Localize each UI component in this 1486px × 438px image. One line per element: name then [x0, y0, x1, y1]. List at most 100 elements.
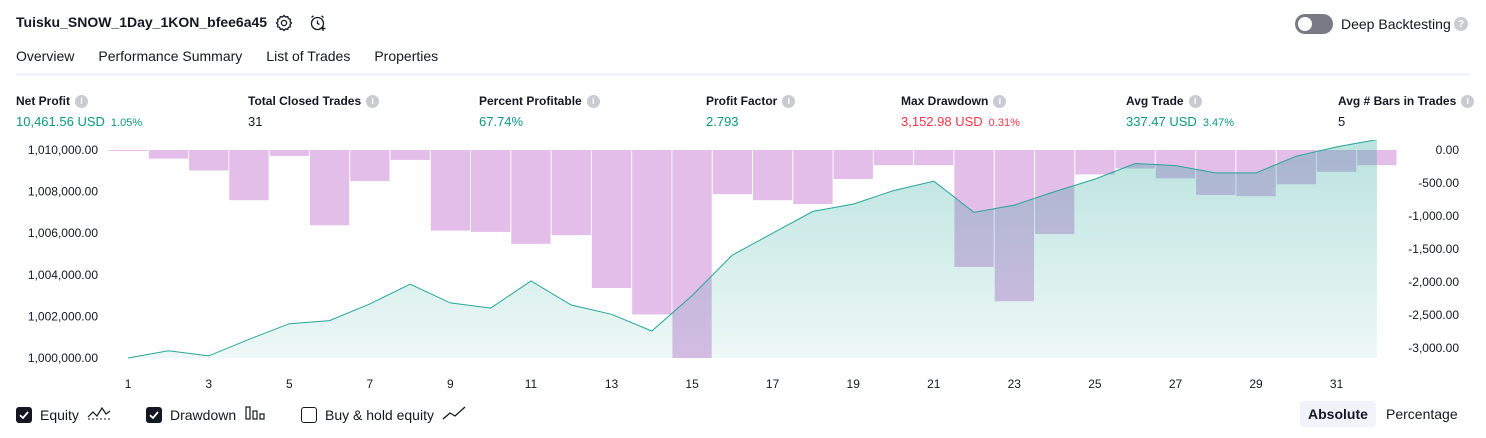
metric-value: 3,152.98 USD: [901, 114, 983, 129]
drawdown-bar: [109, 150, 148, 151]
drawdown-bar: [310, 150, 349, 225]
x-axis-tick-label: 7: [366, 377, 373, 391]
left-axis-tick-label: 1,002,000.00: [28, 309, 98, 323]
drawdown-bar: [391, 150, 430, 160]
right-axis: 0.00-500.00-1,000.00-1,500.00-2,000.00-2…: [1408, 143, 1459, 355]
drawdown-bar: [914, 150, 953, 165]
metric-value: 5: [1338, 114, 1345, 129]
drawdown-bar: [149, 150, 188, 159]
left-axis: 1,010,000.00 1,008,000.00 1,006,000.00 1,00…: [28, 143, 98, 365]
right-axis-tick-label: -1,500.00: [1408, 242, 1459, 256]
metric-max-drawdown: Max Drawdown i 3,152.98 USD 0.31%: [901, 94, 1020, 129]
metric-value: 67.74%: [479, 114, 523, 129]
legend-label: Buy & hold equity: [325, 407, 434, 423]
drawdown-bar: [834, 150, 873, 179]
drawdown-checkbox[interactable]: [146, 407, 162, 423]
info-icon[interactable]: i: [1189, 95, 1202, 108]
metric-label: Avg # Bars in Trades: [1338, 94, 1456, 108]
tabs-divider: [16, 73, 1470, 76]
deep-backtesting-label: Deep Backtesting: [1341, 16, 1451, 32]
x-axis-tick-label: 31: [1330, 377, 1344, 391]
left-axis-tick-label: 1,006,000.00: [28, 226, 98, 240]
deep-backtesting-toggle[interactable]: [1295, 14, 1333, 34]
x-axis-tick-label: 11: [525, 377, 538, 391]
metric-value: 31: [248, 114, 262, 129]
legend-label: Drawdown: [170, 407, 236, 423]
metric-label: Max Drawdown: [901, 94, 988, 108]
info-icon[interactable]: i: [1461, 95, 1474, 108]
tab-properties[interactable]: Properties: [374, 48, 438, 74]
drawdown-bar: [592, 150, 631, 288]
drawdown-bar: [753, 150, 792, 200]
metric-percent: 3.47%: [1203, 117, 1234, 129]
legend-buy-hold-equity[interactable]: Buy & hold equity: [301, 404, 466, 425]
drawdown-bar: [1075, 150, 1114, 174]
metric-value: 337.47 USD: [1126, 114, 1197, 129]
drawdown-bar: [511, 150, 550, 244]
percentage-button[interactable]: Percentage: [1378, 401, 1466, 427]
metric-label: Percent Profitable: [479, 94, 582, 108]
drawdown-bar: [793, 150, 832, 204]
info-icon[interactable]: i: [75, 95, 88, 108]
drawdown-bar: [270, 150, 309, 156]
equity-checkbox[interactable]: [16, 407, 32, 423]
right-axis-tick-label: -3,000.00: [1408, 341, 1459, 355]
metric-value: 2.793: [706, 114, 739, 129]
legend-drawdown[interactable]: Drawdown: [146, 404, 266, 425]
right-axis-tick-label: -500.00: [1418, 176, 1459, 190]
x-axis-tick-label: 1: [125, 377, 132, 391]
metric-label: Net Profit: [16, 94, 70, 108]
x-axis-tick-label: 3: [205, 377, 212, 391]
info-icon[interactable]: i: [993, 95, 1006, 108]
tab-performance-summary[interactable]: Performance Summary: [98, 48, 242, 74]
add-alert-icon[interactable]: [308, 13, 328, 33]
metric-net-profit: Net Profit i 10,461.56 USD 1.05%: [16, 94, 142, 129]
metric-percent-profitable: Percent Profitable i 67.74%: [479, 94, 600, 129]
x-axis-tick-label: 5: [286, 377, 293, 391]
x-axis-tick-label: 15: [685, 377, 699, 391]
info-icon[interactable]: i: [782, 95, 795, 108]
drawdown-bar: [632, 150, 671, 314]
right-axis-tick-label: 0.00: [1436, 143, 1460, 157]
metric-percent: 1.05%: [111, 117, 142, 129]
drawdown-bar: [471, 150, 510, 232]
tab-overview[interactable]: Overview: [16, 48, 74, 74]
metric-label: Avg Trade: [1126, 94, 1184, 108]
equity-drawdown-chart[interactable]: 1,010,000.00 1,008,000.00 1,006,000.00 1,00…: [0, 140, 1486, 395]
buy-hold-line-icon: [442, 404, 466, 425]
legend-equity[interactable]: Equity: [16, 404, 111, 425]
absolute-button[interactable]: Absolute: [1300, 401, 1376, 427]
drawdown-bar: [713, 150, 752, 194]
metric-avg-bars-in-trades: Avg # Bars in Trades i 5: [1338, 94, 1474, 129]
metric-label: Profit Factor: [706, 94, 777, 108]
left-axis-tick-label: 1,000,000.00: [28, 351, 98, 365]
help-icon[interactable]: ?: [1454, 17, 1468, 31]
right-axis-tick-label: -2,000.00: [1408, 275, 1459, 289]
x-axis-tick-label: 9: [447, 377, 454, 391]
metric-avg-trade: Avg Trade i 337.47 USD 3.47%: [1126, 94, 1234, 129]
settings-gear-icon[interactable]: [274, 13, 294, 33]
drawdown-bar: [350, 150, 389, 181]
left-axis-tick-label: 1,004,000.00: [28, 268, 98, 282]
strategy-title: Tuisku_SNOW_1Day_1KON_bfee6a45: [16, 14, 267, 30]
report-tabs: Overview Performance Summary List of Tra…: [16, 48, 438, 74]
drawdown-bar: [229, 150, 268, 200]
left-axis-tick-label: 1,010,000.00: [28, 143, 98, 157]
tab-list-of-trades[interactable]: List of Trades: [266, 48, 350, 74]
metric-profit-factor: Profit Factor i 2.793: [706, 94, 795, 129]
x-axis: 1 3 5 7 9 11 13 15 17 19 21 23 25 27 29 31: [125, 377, 1344, 391]
legend-label: Equity: [40, 407, 79, 423]
info-icon[interactable]: i: [587, 95, 600, 108]
metric-total-closed-trades: Total Closed Trades i 31: [248, 94, 379, 129]
info-icon[interactable]: i: [366, 95, 379, 108]
drawdown-bar: [431, 150, 470, 231]
drawdown-bar: [189, 150, 228, 171]
x-axis-tick-label: 13: [605, 377, 619, 391]
right-axis-tick-label: -2,500.00: [1408, 308, 1459, 322]
buy-hold-checkbox[interactable]: [301, 407, 317, 423]
metric-label: Total Closed Trades: [248, 94, 361, 108]
drawdown-bar: [552, 150, 591, 235]
x-axis-tick-label: 25: [1088, 377, 1102, 391]
metric-percent: 0.31%: [989, 117, 1020, 129]
x-axis-tick-label: 27: [1169, 377, 1183, 391]
